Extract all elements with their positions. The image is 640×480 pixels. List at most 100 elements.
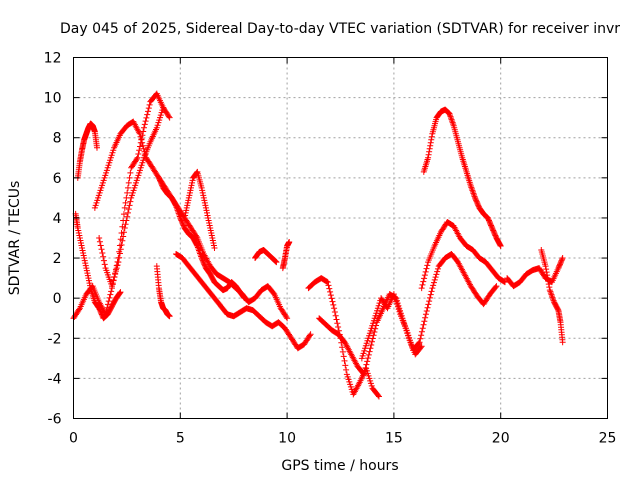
- data-point: [204, 212, 211, 219]
- data-point: [542, 263, 549, 270]
- data-point: [128, 194, 135, 201]
- data-point: [487, 221, 494, 228]
- data-point: [134, 154, 141, 161]
- data-point: [121, 224, 128, 231]
- data-point: [83, 265, 90, 272]
- data-point: [143, 114, 150, 121]
- x-tick-label: 5: [176, 431, 185, 447]
- data-point: [102, 172, 109, 179]
- data-point: [201, 262, 208, 269]
- data-point: [126, 174, 133, 181]
- data-point: [558, 257, 565, 264]
- data-point: [544, 275, 551, 282]
- data-point: [96, 305, 103, 312]
- data-point: [200, 260, 207, 267]
- y-tick-label: 6: [53, 171, 62, 187]
- data-point: [347, 383, 354, 390]
- data-point: [117, 246, 124, 253]
- data-point: [424, 262, 431, 269]
- data-point: [390, 291, 397, 298]
- data-point: [136, 167, 143, 174]
- y-tick-label: 2: [53, 251, 62, 267]
- data-point: [339, 348, 346, 355]
- data-point: [120, 229, 127, 236]
- data-point: [180, 222, 187, 229]
- data-point: [92, 202, 99, 209]
- data-point: [363, 361, 370, 368]
- data-point: [75, 227, 82, 234]
- data-point: [193, 169, 200, 176]
- data-point: [109, 280, 116, 287]
- data-point: [144, 111, 151, 118]
- data-point: [193, 242, 200, 249]
- data-point: [107, 157, 114, 164]
- data-point: [124, 209, 131, 216]
- data-point: [140, 124, 147, 131]
- data-point: [203, 207, 210, 214]
- data-point: [158, 179, 165, 186]
- data-point: [371, 329, 378, 336]
- data-point: [306, 332, 313, 339]
- series-sat-c: [74, 120, 100, 181]
- data-point: [473, 198, 480, 205]
- data-point: [179, 219, 186, 226]
- data-point: [157, 112, 164, 119]
- data-point: [362, 345, 369, 352]
- data-point: [497, 242, 504, 249]
- data-point: [136, 169, 143, 176]
- data-point: [101, 174, 108, 181]
- data-point: [121, 204, 128, 211]
- data-point: [124, 184, 131, 191]
- data-point: [209, 237, 216, 244]
- data-point: [394, 301, 401, 308]
- data-point: [544, 272, 551, 279]
- data-point: [485, 217, 492, 224]
- data-point: [107, 291, 114, 298]
- data-point: [375, 393, 382, 400]
- data-point: [159, 107, 166, 114]
- y-tick-label: 12: [44, 51, 62, 67]
- data-point: [207, 227, 214, 234]
- data-point: [198, 255, 205, 262]
- data-point: [139, 142, 146, 149]
- data-point: [100, 177, 107, 184]
- data-point: [136, 130, 143, 137]
- data-point: [110, 277, 117, 284]
- data-point: [78, 242, 85, 249]
- data-point: [421, 318, 428, 325]
- data-point: [104, 164, 111, 171]
- data-point: [123, 217, 130, 224]
- data-point: [182, 212, 189, 219]
- data-point: [185, 197, 192, 204]
- data-point: [80, 252, 87, 259]
- data-point: [554, 306, 561, 313]
- data-point: [283, 313, 290, 320]
- data-point: [105, 162, 112, 169]
- data-point: [366, 375, 373, 382]
- data-point: [369, 338, 376, 345]
- data-point: [211, 245, 218, 252]
- plot-frame: [73, 57, 608, 419]
- data-point: [370, 317, 377, 324]
- data-point: [124, 189, 131, 196]
- data-point: [136, 147, 143, 154]
- data-point: [117, 289, 124, 296]
- data-point: [429, 285, 436, 292]
- data-point: [145, 105, 152, 112]
- data-point: [362, 342, 369, 349]
- data-point: [433, 271, 440, 278]
- data-point: [103, 167, 110, 174]
- data-point: [204, 209, 210, 216]
- data-point: [199, 187, 206, 194]
- series-sat-k: [279, 239, 293, 272]
- data-point: [126, 202, 133, 209]
- data-point: [369, 322, 376, 329]
- data-point: [370, 320, 377, 327]
- data-point: [104, 304, 111, 311]
- data-point: [365, 335, 372, 342]
- data-point: [95, 192, 102, 199]
- data-point: [107, 154, 114, 161]
- data-point: [422, 311, 429, 318]
- data-point: [93, 144, 100, 151]
- data-point: [139, 139, 146, 146]
